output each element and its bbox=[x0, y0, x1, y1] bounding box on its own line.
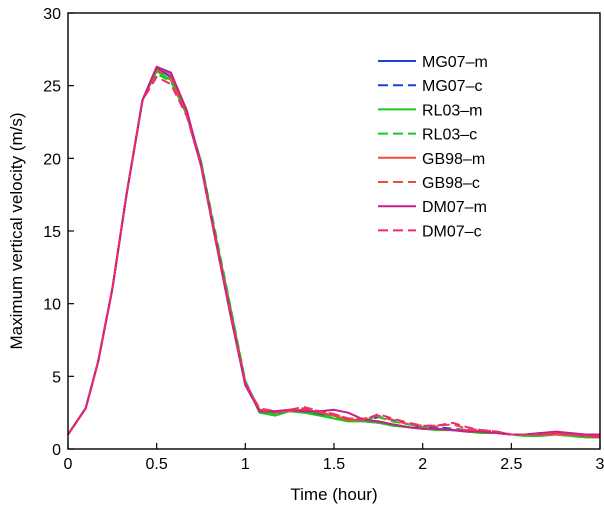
series-line-4 bbox=[67, 65, 600, 437]
legend-label: RL03–c bbox=[422, 127, 477, 144]
legend-label: RL03–m bbox=[422, 102, 482, 119]
series-line-5 bbox=[67, 68, 601, 439]
x-tick-label: 2 bbox=[418, 456, 427, 473]
plot-frame bbox=[67, 12, 601, 450]
series-line-1 bbox=[67, 70, 601, 439]
y-tick-label: 15 bbox=[43, 224, 61, 241]
legend-label: MG07–c bbox=[422, 78, 482, 95]
y-tick-label: 20 bbox=[43, 151, 61, 168]
legend: MG07–m MG07–c RL03–m RL03–c GB98–m GB98–c DM07… bbox=[378, 54, 488, 240]
x-tick-label: 2.5 bbox=[500, 456, 522, 473]
series-line-2 bbox=[67, 70, 600, 439]
y-tick-label: 25 bbox=[43, 79, 61, 96]
x-tick-label: 3 bbox=[596, 456, 604, 473]
x-tick-label: 0 bbox=[64, 456, 73, 473]
legend-label: GB98–m bbox=[422, 151, 485, 168]
series-layer bbox=[67, 65, 601, 439]
series-line-3 bbox=[67, 73, 600, 439]
y-tick-label: 30 bbox=[43, 6, 61, 23]
legend-label: GB98–c bbox=[422, 175, 480, 192]
series-line-0 bbox=[67, 67, 600, 437]
x-tick-label: 1 bbox=[241, 456, 250, 473]
legend-label: MG07–m bbox=[422, 54, 488, 71]
y-tick-label: 10 bbox=[43, 297, 61, 314]
y-tick-label: 0 bbox=[52, 442, 61, 459]
y-tick-label: 5 bbox=[52, 369, 61, 386]
x-tick-label: 0.5 bbox=[146, 456, 168, 473]
series-line-7 bbox=[67, 75, 601, 439]
x-axis-label: Time (hour) bbox=[290, 485, 377, 504]
series-line-6 bbox=[67, 65, 600, 436]
legend-label: DM07–c bbox=[422, 223, 482, 240]
y-axis-label: Maximum vertical velocity (m/s) bbox=[7, 112, 26, 349]
legend-label: DM07–m bbox=[422, 199, 487, 216]
x-tick-label: 1.5 bbox=[323, 456, 345, 473]
